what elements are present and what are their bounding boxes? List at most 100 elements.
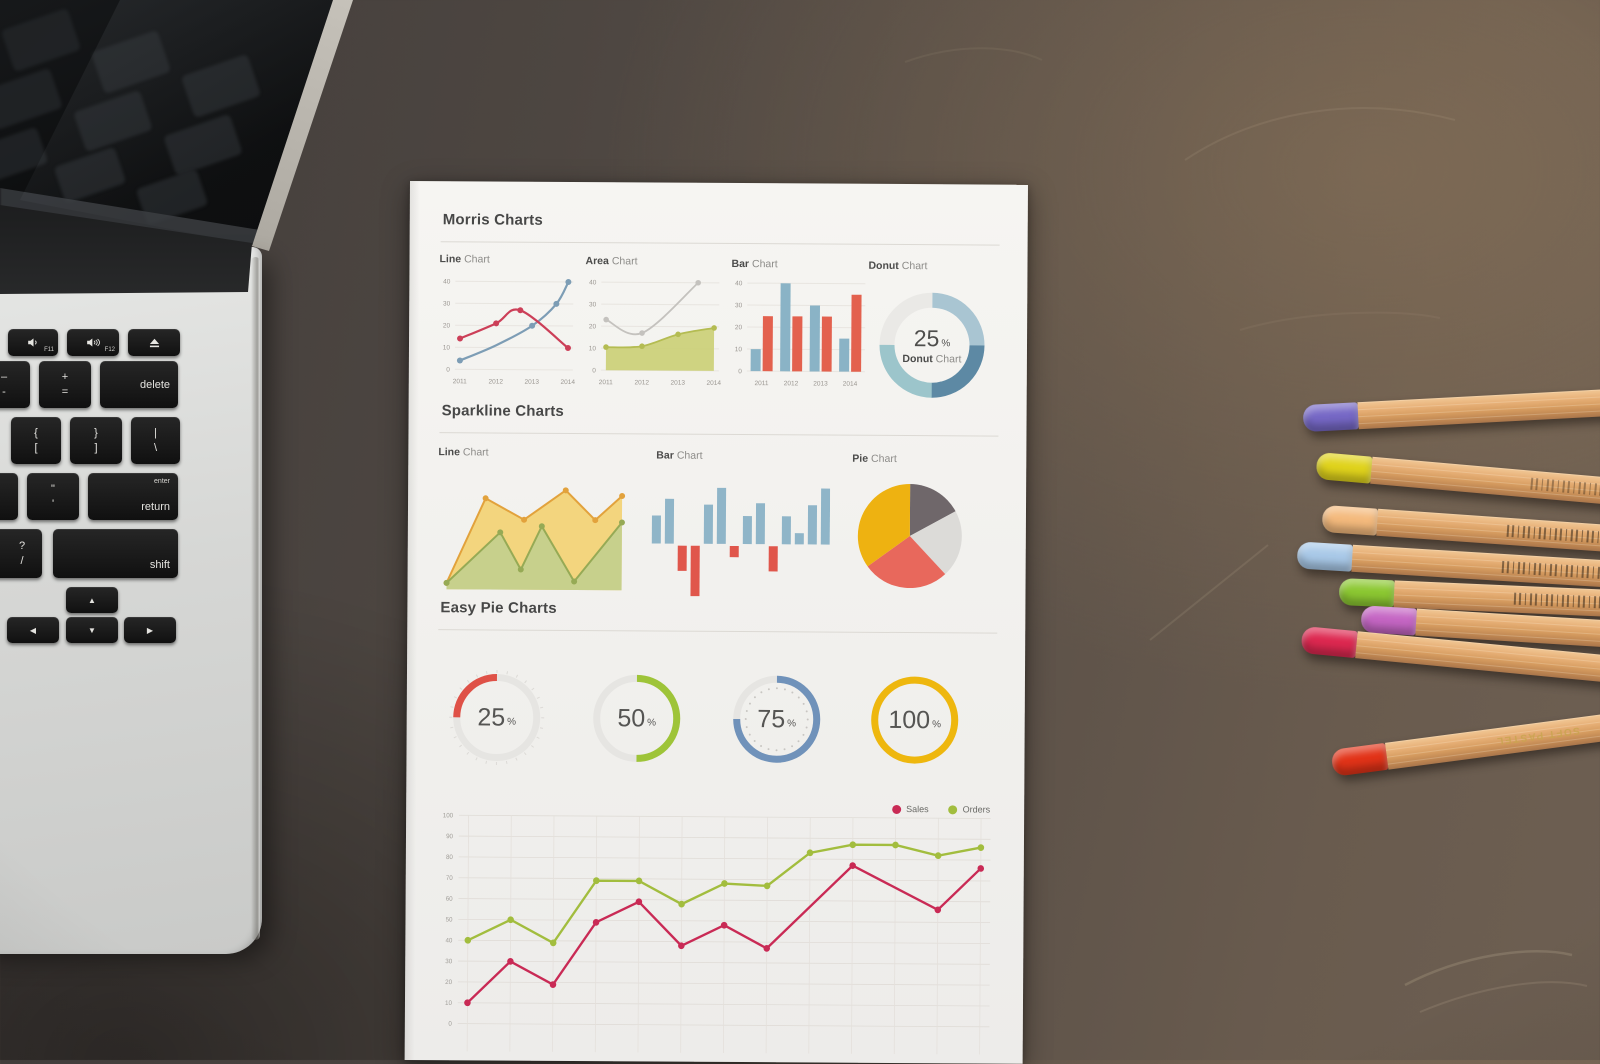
key-f12: F12 [67, 329, 119, 356]
pencil-cap [1321, 505, 1378, 536]
svg-text:30: 30 [589, 301, 597, 308]
svg-text:10: 10 [589, 345, 597, 352]
key-label: delete [140, 379, 170, 391]
pencil-cap [1300, 626, 1357, 658]
svg-text:0: 0 [448, 1021, 452, 1028]
svg-text:30: 30 [445, 958, 452, 965]
svg-text:2012: 2012 [489, 378, 504, 385]
arrow-left-icon: ◀ [30, 626, 36, 635]
arrow-down-icon: ▼ [88, 626, 96, 635]
key-question-slash: ?/ [0, 529, 42, 578]
screen-key-reflection [0, 68, 63, 131]
chart-label-bold: Donut [868, 260, 898, 272]
svg-text:2014: 2014 [561, 379, 576, 386]
chart-label-rest: Chart [612, 255, 638, 267]
key-quote: "' [27, 473, 79, 520]
speaker-high-icon [86, 337, 101, 348]
chart-label-bold: Line [438, 446, 460, 458]
key-glyph-bottom: / [19, 554, 25, 569]
chart-label-bold: Bar [731, 258, 749, 270]
pencil-cap [1303, 402, 1359, 432]
pencil-body [1370, 457, 1600, 505]
chart-label-rest: Chart [677, 450, 703, 462]
pencil-yellow [1315, 452, 1600, 505]
svg-text:40: 40 [445, 937, 452, 944]
easy-pie-ring-25: 25% [447, 668, 546, 767]
svg-text:0: 0 [446, 367, 450, 374]
section-title-easy-pie: Easy Pie Charts [440, 599, 557, 617]
svg-text:30: 30 [735, 302, 743, 309]
key-glyph-top: | [154, 426, 157, 441]
svg-text:10: 10 [443, 345, 451, 352]
key-delete: delete [100, 361, 178, 408]
chart-label-rest: Chart [463, 446, 489, 458]
chart-label-donut: Donut Chart [868, 260, 927, 272]
pencil-cap [1339, 578, 1395, 607]
chart-label-rest: Chart [871, 453, 897, 465]
sparkline-line-chart [440, 475, 631, 598]
pencil-barcode [1507, 525, 1600, 547]
key-glyph-bottom: = [62, 385, 68, 400]
key-bracket-close: }] [70, 417, 122, 464]
key-backslash: |\ [131, 417, 180, 464]
svg-text:2014: 2014 [843, 381, 858, 388]
key-minus: –- [0, 361, 30, 408]
pencil-purple [1303, 389, 1600, 432]
pencil-body [1376, 509, 1600, 552]
svg-text:20: 20 [589, 323, 597, 330]
svg-text:0: 0 [592, 367, 596, 374]
svg-text:2013: 2013 [671, 380, 686, 387]
svg-text:70: 70 [446, 875, 453, 882]
section-title-sparkline: Sparkline Charts [442, 402, 565, 420]
key-glyph-bottom: ' [51, 497, 55, 512]
svg-text:2014: 2014 [707, 380, 722, 387]
svg-text:2013: 2013 [525, 379, 540, 386]
key-arrow-right: ▶ [124, 617, 176, 643]
svg-text:10: 10 [445, 1000, 452, 1007]
chart-label-rest: Chart [902, 260, 928, 272]
easy-pie-ring-75: 75% [727, 670, 826, 769]
pencil-barcode [1514, 593, 1600, 612]
svg-text:40: 40 [443, 279, 451, 286]
key-arrow-up: ▲ [66, 587, 118, 613]
svg-text:2011: 2011 [755, 380, 769, 387]
key-return: enter return [88, 473, 178, 520]
key-f11: F11 [8, 329, 58, 356]
section-title-morris: Morris Charts [443, 211, 543, 229]
svg-text:20: 20 [735, 324, 743, 331]
chart-label-bold: Bar [656, 450, 674, 462]
chart-label-bold: Line [439, 253, 461, 265]
pencil-body [1357, 389, 1600, 429]
svg-text:40: 40 [735, 280, 743, 287]
key-glyph-top: { [34, 426, 38, 441]
key-glyph-top: – [1, 370, 7, 385]
speaker-low-icon [27, 337, 40, 348]
key-bracket-open: {[ [11, 417, 61, 464]
section-divider [438, 629, 997, 633]
pencil-cap [1330, 743, 1388, 777]
screen-key-reflection [1, 8, 82, 72]
svg-text:2011: 2011 [599, 379, 613, 386]
key-partial [0, 473, 18, 520]
section-divider [441, 241, 1000, 245]
easy-pie-ring-100: 100% [865, 671, 964, 770]
chart-label-bold: Area [585, 255, 608, 267]
pencil-cap [1296, 541, 1353, 571]
laptop: F11 F12 –- += delete {[ }] |\ "' ent [0, 0, 420, 1000]
key-glyph-bottom: - [1, 385, 7, 400]
svg-text:40: 40 [589, 279, 597, 286]
key-arrow-left: ◀ [7, 617, 59, 643]
key-glyph-bottom: ] [94, 441, 98, 456]
svg-text:0: 0 [738, 368, 742, 375]
eject-icon [148, 338, 161, 348]
key-eject [128, 329, 180, 356]
key-label: shift [150, 559, 170, 571]
